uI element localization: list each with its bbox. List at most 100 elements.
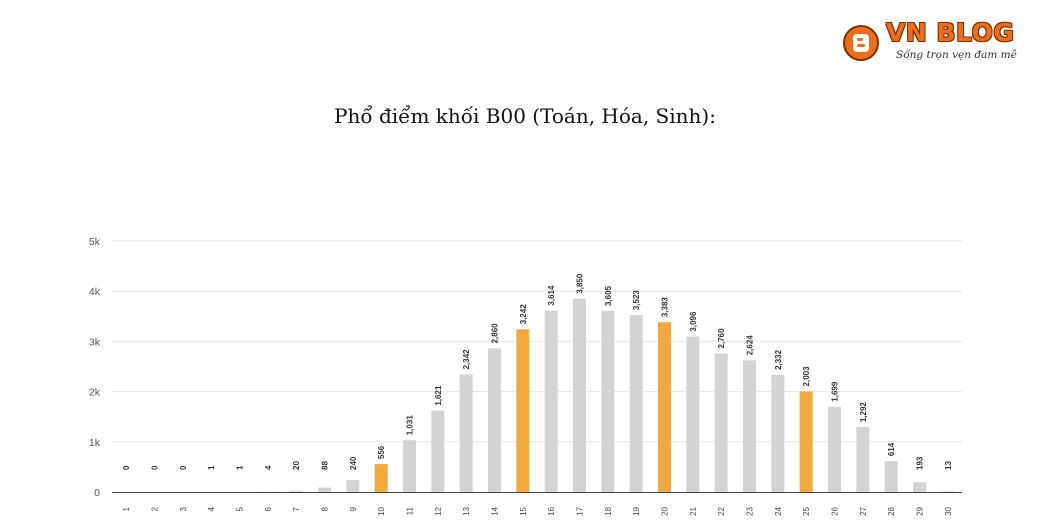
bar-13 xyxy=(459,374,473,492)
bar-25 xyxy=(799,391,813,492)
bar-21 xyxy=(686,336,700,492)
bar-14 xyxy=(488,348,501,492)
bar-10 xyxy=(374,464,388,492)
x-tick-label-24: 24 xyxy=(774,506,783,515)
x-axis-ticks: 1 2 3 4 5 6 7 8 9 10 11 12 13 14 15 16 17 18 19 20 21 22 23 24 2… xyxy=(122,506,953,515)
data-label-27: 1,292 xyxy=(859,402,868,423)
data-label-7: 20 xyxy=(292,461,301,470)
x-tick-label-3: 3 xyxy=(179,506,188,511)
x-tick-label-29: 29 xyxy=(916,506,925,515)
data-label-4: 1 xyxy=(207,465,216,470)
bar-22 xyxy=(714,353,728,492)
bar-24 xyxy=(771,374,785,492)
data-label-9: 240 xyxy=(349,456,358,470)
bar-30 xyxy=(941,491,955,492)
x-tick-label-4: 4 xyxy=(207,506,216,511)
bar-19 xyxy=(629,315,643,492)
y-tick-label: 1k xyxy=(89,437,101,449)
y-tick-label: 4k xyxy=(89,286,101,298)
x-tick-label-9: 9 xyxy=(349,506,358,511)
data-label-29: 193 xyxy=(916,456,925,470)
logo-brand: VN BLOG xyxy=(886,18,1015,47)
bar-23 xyxy=(743,360,756,492)
data-label-11: 1,031 xyxy=(406,415,415,436)
data-label-17: 3,850 xyxy=(576,273,585,294)
data-label-30: 13 xyxy=(944,461,953,470)
data-label-16: 3,614 xyxy=(547,285,556,306)
x-tick-label-7: 7 xyxy=(292,506,301,511)
bar-29 xyxy=(913,482,926,492)
x-tick-label-14: 14 xyxy=(491,506,500,515)
bar-7 xyxy=(289,490,303,492)
x-tick-label-18: 18 xyxy=(604,506,613,515)
x-tick-label-2: 2 xyxy=(151,506,160,511)
x-tick-label-30: 30 xyxy=(944,506,953,515)
vnblog-logo: VN BLOG Sống trọn vẹn đam mê xyxy=(840,18,1030,68)
data-label-21: 3,096 xyxy=(689,311,698,332)
data-label-26: 1,699 xyxy=(831,381,840,402)
x-tick-label-19: 19 xyxy=(632,506,641,515)
bar-26 xyxy=(828,406,841,492)
x-tick-label-27: 27 xyxy=(859,506,868,515)
data-label-14: 2,860 xyxy=(491,323,500,344)
bar-16 xyxy=(544,310,558,492)
data-label-3: 0 xyxy=(179,465,188,470)
data-label-20: 3,383 xyxy=(661,297,670,318)
data-label-22: 2,760 xyxy=(717,328,726,349)
bar-8 xyxy=(318,487,331,492)
bar-28 xyxy=(884,461,898,492)
data-label-12: 1,621 xyxy=(434,385,443,406)
bar-17 xyxy=(573,298,586,492)
bars xyxy=(204,298,955,492)
x-tick-label-13: 13 xyxy=(462,506,471,515)
bar-9 xyxy=(346,479,360,492)
data-label-15: 3,242 xyxy=(519,304,528,325)
x-tick-label-26: 26 xyxy=(831,506,840,515)
data-label-8: 88 xyxy=(321,461,330,470)
data-label-1: 0 xyxy=(122,465,131,470)
data-label-25: 2,003 xyxy=(802,366,811,387)
logo-tagline: Sống trọn vẹn đam mê xyxy=(896,49,1017,61)
x-tick-label-6: 6 xyxy=(264,506,273,511)
y-tick-label: 5k xyxy=(89,236,101,248)
y-tick-label: 0 xyxy=(94,487,100,499)
y-axis-ticks: 0 1k 2k 3k 4k 5k xyxy=(89,236,101,499)
x-tick-label-20: 20 xyxy=(661,506,670,515)
x-tick-label-11: 11 xyxy=(406,506,415,515)
bar-12 xyxy=(431,410,445,492)
y-tick-label: 3k xyxy=(89,336,101,348)
blogger-b-icon xyxy=(843,25,879,61)
data-label-10: 556 xyxy=(377,445,386,459)
data-label-13: 2,342 xyxy=(462,349,471,370)
x-tick-label-21: 21 xyxy=(689,506,698,515)
data-label-23: 2,624 xyxy=(746,335,755,356)
bar-15 xyxy=(516,329,530,492)
bar-27 xyxy=(856,427,870,492)
x-tick-label-17: 17 xyxy=(576,506,585,515)
x-tick-label-1: 1 xyxy=(122,506,131,511)
x-tick-label-8: 8 xyxy=(321,506,330,511)
x-tick-label-23: 23 xyxy=(746,506,755,515)
data-labels: 0 0 0 1 1 4 20 88 240 556 1,031 1,621 2,342 2,860 3,24… xyxy=(122,273,953,470)
data-label-24: 2,332 xyxy=(774,349,783,370)
bar-11 xyxy=(403,440,416,492)
data-label-28: 614 xyxy=(887,442,896,456)
x-tick-label-28: 28 xyxy=(887,506,896,515)
x-tick-label-5: 5 xyxy=(236,506,245,511)
data-label-19: 3,523 xyxy=(632,290,641,311)
x-tick-label-25: 25 xyxy=(802,506,811,515)
bar-20 xyxy=(658,322,671,492)
x-tick-label-15: 15 xyxy=(519,506,528,515)
gridlines xyxy=(112,240,962,443)
x-tick-label-12: 12 xyxy=(434,506,443,515)
data-label-18: 3,605 xyxy=(604,285,613,306)
bar-18 xyxy=(601,311,615,492)
x-tick-label-22: 22 xyxy=(717,506,726,515)
data-label-5: 1 xyxy=(236,465,245,470)
page-title: Phổ điểm khối B00 (Toán, Hóa, Sinh): xyxy=(334,104,716,128)
data-label-2: 0 xyxy=(151,465,160,470)
x-tick-label-16: 16 xyxy=(547,506,556,515)
y-tick-label: 2k xyxy=(89,387,101,399)
x-tick-label-10: 10 xyxy=(377,506,386,515)
